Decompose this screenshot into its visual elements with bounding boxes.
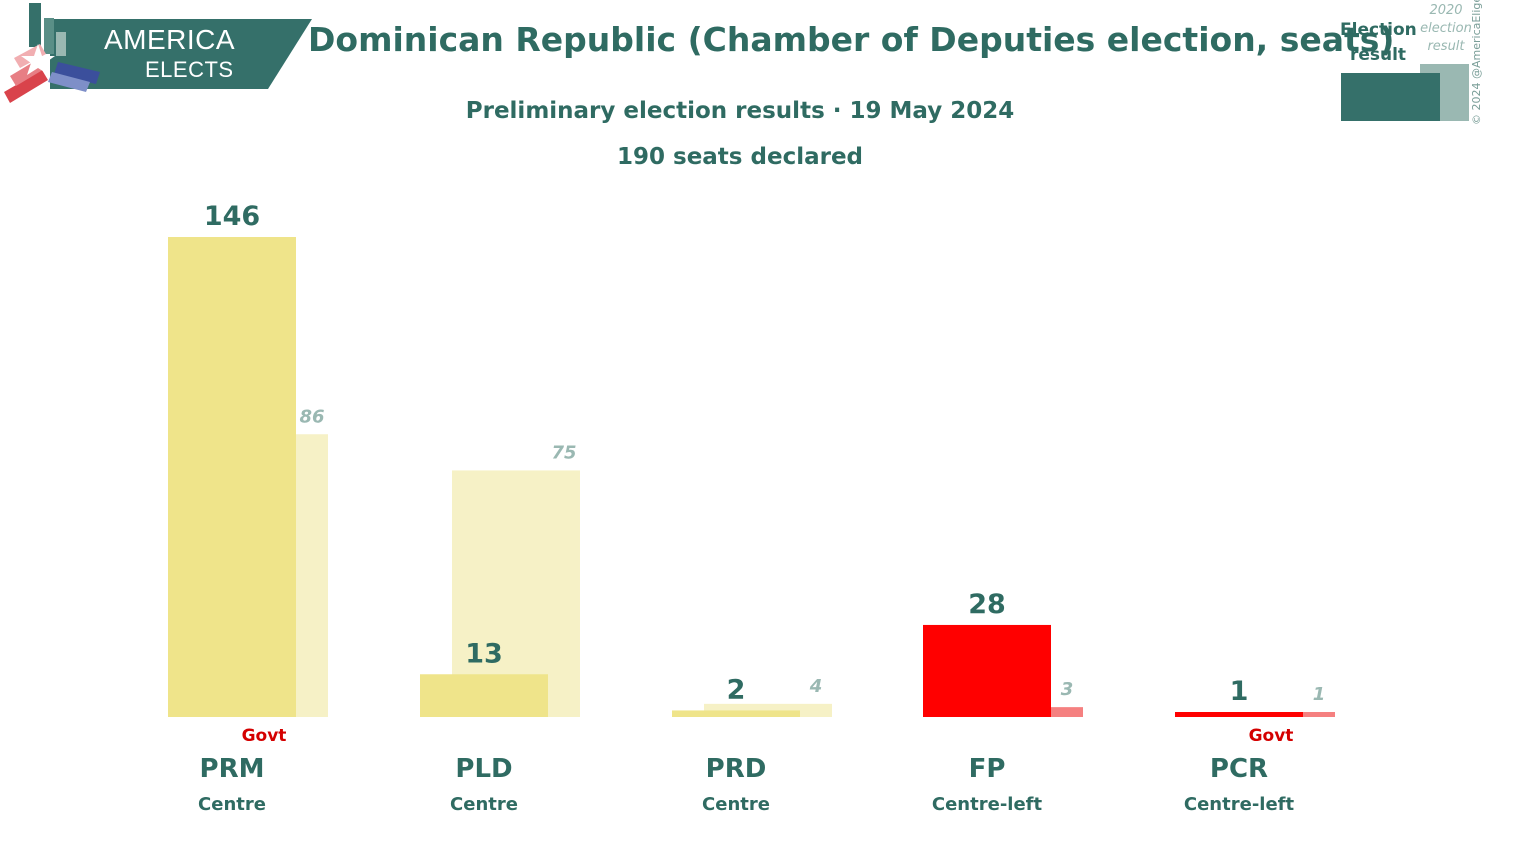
seats-declared: 190 seats declared bbox=[616, 144, 864, 170]
govt-label-prm: Govt bbox=[241, 726, 287, 746]
ideology-label-fp: Centre-left bbox=[931, 794, 1043, 815]
bar-2024-pcr bbox=[1175, 712, 1303, 717]
prev-value-label-fp: 3 bbox=[1061, 679, 1074, 700]
logo-line-elects: ELECTS bbox=[145, 57, 234, 82]
prev-value-label-prm: 86 bbox=[299, 406, 324, 427]
category-label-prm: PRM bbox=[199, 754, 265, 784]
category-label-pld: PLD bbox=[455, 754, 513, 784]
govt-label-pcr: Govt bbox=[1248, 726, 1294, 746]
chart-title: Dominican Republic (Chamber of Deputies … bbox=[308, 20, 1395, 59]
value-label-pcr: 1 bbox=[1230, 676, 1249, 707]
bar-2024-pld bbox=[420, 674, 548, 717]
chart-subtitle: Preliminary election results · 19 May 20… bbox=[465, 98, 1015, 124]
ideology-label-prd: Centre bbox=[702, 794, 770, 815]
value-label-pld: 13 bbox=[465, 638, 503, 669]
bar-2024-fp bbox=[923, 624, 1051, 717]
prev-value-label-pld: 75 bbox=[551, 442, 576, 463]
legend-previous-label: 2020 election result bbox=[1420, 3, 1472, 54]
america-elects-logo bbox=[4, 3, 312, 103]
legend-current-label: Election result bbox=[1340, 20, 1417, 65]
value-label-prm: 146 bbox=[204, 201, 260, 232]
bar-2024-prm bbox=[168, 237, 296, 717]
ideology-label-pld: Centre bbox=[450, 794, 518, 815]
category-label-pcr: PCR bbox=[1209, 754, 1269, 784]
category-label-prd: PRD bbox=[705, 754, 767, 784]
bar-2024-prd bbox=[672, 710, 800, 717]
ideology-label-pcr: Centre-left bbox=[1183, 794, 1295, 815]
prev-value-label-pcr: 1 bbox=[1313, 684, 1326, 705]
value-label-prd: 2 bbox=[727, 674, 746, 705]
value-label-fp: 28 bbox=[968, 589, 1006, 620]
legend-swatch bbox=[1341, 64, 1469, 121]
logo-line-america: AMERICA bbox=[104, 24, 236, 55]
prev-value-label-prd: 4 bbox=[809, 676, 823, 697]
ideology-label-prm: Centre bbox=[198, 794, 266, 815]
category-label-fp: FP bbox=[968, 754, 1006, 784]
